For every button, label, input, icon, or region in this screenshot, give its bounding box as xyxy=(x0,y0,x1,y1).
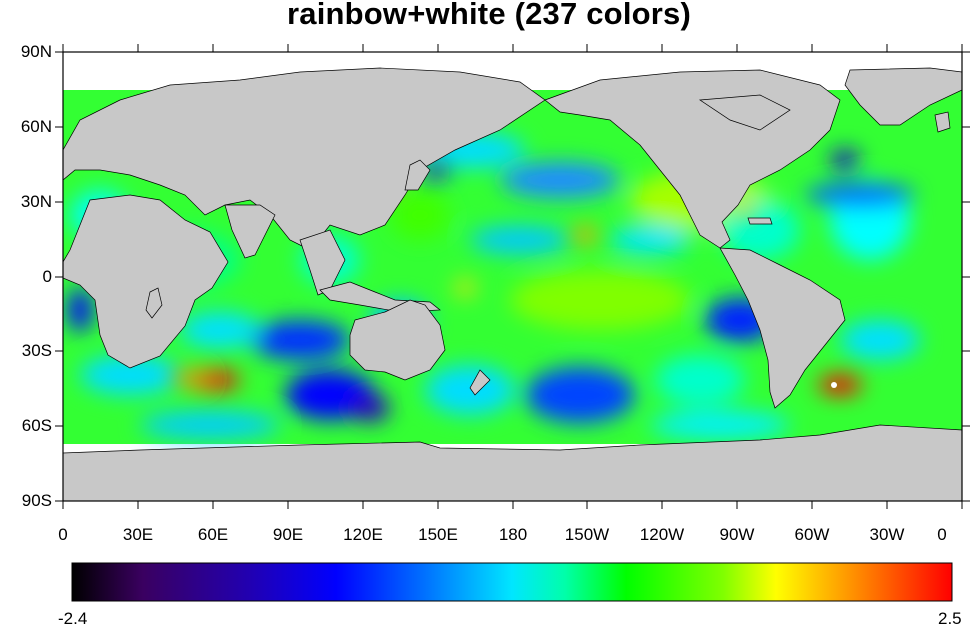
colorbar-min-label: -2.4 xyxy=(58,609,88,628)
lon-label-60e: 60E xyxy=(197,525,229,544)
lon-label-90e: 90E xyxy=(272,525,304,544)
lon-label-0-east: 0 xyxy=(937,525,947,544)
lat-label-60n: 60N xyxy=(20,117,52,136)
axis-ticks xyxy=(55,44,970,509)
lon-label-150e: 150E xyxy=(418,525,458,544)
lat-label-eq: 0 xyxy=(42,267,52,286)
colorbar-max-label: 2.5 xyxy=(938,609,962,628)
lon-label-120w: 120W xyxy=(639,525,685,544)
colorbar xyxy=(71,562,953,602)
lat-label-30s: 30S xyxy=(21,341,52,360)
page-title: rainbow+white (237 colors) xyxy=(287,0,691,31)
lon-label-180: 180 xyxy=(498,525,528,544)
land-masses xyxy=(63,67,962,501)
lon-label-90w: 90W xyxy=(719,525,755,544)
lon-label-0: 0 xyxy=(58,525,68,544)
lat-label-90n: 90N xyxy=(20,42,52,61)
lon-label-120e: 120E xyxy=(343,525,383,544)
lon-label-30w: 30W xyxy=(869,525,905,544)
lat-label-90s: 90S xyxy=(21,491,52,510)
lat-label-60s: 60S xyxy=(21,416,52,435)
map-plot-area xyxy=(63,52,962,501)
lat-label-30n: 30N xyxy=(20,192,52,211)
lon-label-30e: 30E xyxy=(122,525,154,544)
lon-label-60w: 60W xyxy=(794,525,830,544)
lon-label-150w: 150W xyxy=(564,525,610,544)
